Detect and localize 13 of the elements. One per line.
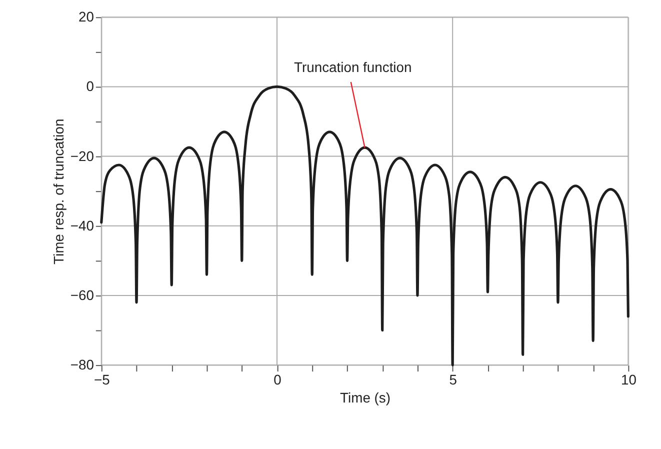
y-tick-label: 20 (78, 8, 94, 25)
y-tick-label: −80 (70, 356, 94, 373)
x-tick-label: 10 (620, 371, 637, 388)
y-tick-label: −40 (70, 217, 94, 234)
x-axis-title: Time (s) (340, 389, 391, 406)
annotation: Truncation function (294, 59, 412, 76)
x-tick-label: 5 (449, 371, 458, 388)
y-tick-label: 0 (86, 78, 94, 94)
y-axis-title: Time resp. of truncation (50, 118, 66, 264)
x-tick-label: 0 (274, 371, 282, 388)
x-tick-label: −5 (94, 371, 110, 388)
y-tick-label: −60 (70, 286, 94, 303)
y-tick-label: −20 (70, 148, 94, 164)
